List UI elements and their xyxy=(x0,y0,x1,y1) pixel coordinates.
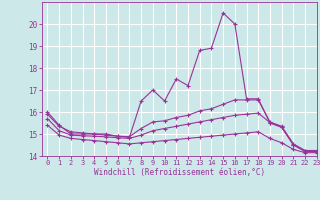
X-axis label: Windchill (Refroidissement éolien,°C): Windchill (Refroidissement éolien,°C) xyxy=(94,168,265,177)
